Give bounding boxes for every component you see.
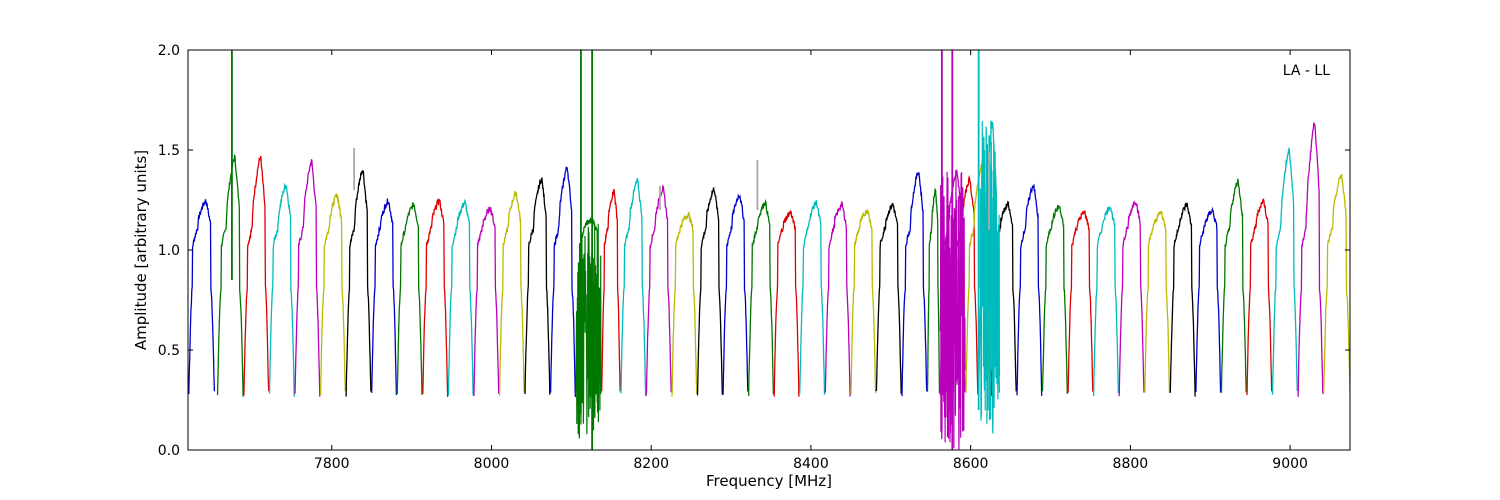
plot-background bbox=[188, 50, 1350, 450]
channel-curve-9 bbox=[422, 197, 449, 398]
channel-curve-42 bbox=[1195, 206, 1222, 393]
x-tick-label-6: 9000 bbox=[1272, 456, 1308, 472]
x-tick-label-3: 8400 bbox=[793, 456, 829, 472]
channel-curve-46 bbox=[1297, 122, 1324, 397]
channel-curve-36 bbox=[1041, 204, 1068, 394]
channel-curve-39 bbox=[1118, 200, 1145, 397]
channel-curve-12 bbox=[498, 190, 525, 396]
channel-curve-45 bbox=[1271, 147, 1298, 395]
channel-curve-2 bbox=[243, 155, 270, 396]
channel-curve-40 bbox=[1144, 211, 1171, 393]
channel-curve-29 bbox=[926, 187, 941, 394]
channel-curve-13 bbox=[524, 177, 551, 395]
channel-curve-11 bbox=[473, 206, 500, 397]
channel-curve-6 bbox=[345, 170, 372, 397]
x-tick-label-4: 8600 bbox=[953, 456, 989, 472]
noise-region-2 bbox=[979, 120, 1000, 434]
channel-curve-18 bbox=[645, 184, 672, 396]
channel-curve-5 bbox=[319, 193, 346, 395]
channel-curve-0 bbox=[188, 199, 216, 395]
channel-curve-10 bbox=[447, 198, 474, 396]
channel-curve-24 bbox=[799, 200, 826, 395]
channel-curve-21 bbox=[722, 193, 749, 395]
y-tick-label-4: 2.0 bbox=[158, 43, 180, 59]
noise-region-0 bbox=[575, 223, 602, 439]
x-tick-label-2: 8200 bbox=[633, 456, 669, 472]
series-layer bbox=[188, 50, 1350, 450]
channel-curve-8 bbox=[396, 202, 423, 396]
channel-curve-43 bbox=[1220, 178, 1247, 393]
channel-curve-14 bbox=[549, 166, 576, 398]
channel-curve-44 bbox=[1246, 198, 1273, 396]
x-tick-label-5: 8800 bbox=[1113, 456, 1149, 472]
channel-curve-4 bbox=[294, 159, 321, 397]
y-tick-label-3: 1.5 bbox=[158, 143, 180, 159]
channel-curve-25 bbox=[824, 201, 851, 397]
x-axis-label: Frequency [MHz] bbox=[706, 472, 832, 490]
y-tick-label-2: 1.0 bbox=[158, 243, 180, 259]
channel-curve-19 bbox=[671, 211, 698, 397]
channel-curve-41 bbox=[1169, 202, 1196, 397]
channel-curve-20 bbox=[696, 187, 723, 396]
x-tick-label-0: 7800 bbox=[314, 456, 350, 472]
channel-curve-27 bbox=[875, 202, 902, 394]
channel-curve-37 bbox=[1067, 210, 1094, 393]
channel-curve-47 bbox=[1322, 173, 1350, 395]
ticks-layer: 7800 8000 8200 8400 8600 8800 9000 0.0 0.5 1.0 1.5… bbox=[158, 43, 1350, 472]
channel-curve-7 bbox=[371, 198, 398, 396]
y-tick-label-0: 0.0 bbox=[158, 443, 180, 459]
channel-curve-38 bbox=[1092, 206, 1120, 397]
channel-curve-16 bbox=[601, 188, 621, 392]
channel-curve-3 bbox=[268, 182, 295, 397]
annotation-label: LA - LL bbox=[1283, 63, 1330, 79]
y-axis-label: Amplitude [arbitrary units] bbox=[132, 150, 150, 350]
x-tick-label-1: 8000 bbox=[474, 456, 510, 472]
channel-curve-26 bbox=[850, 208, 877, 395]
channel-curve-22 bbox=[747, 198, 775, 396]
channel-curve-23 bbox=[773, 209, 800, 397]
channel-curve-1 bbox=[216, 154, 244, 397]
channel-curve-35 bbox=[1016, 183, 1043, 396]
channel-curve-28 bbox=[901, 172, 928, 397]
channel-curve-17 bbox=[620, 178, 647, 397]
y-tick-label-1: 0.5 bbox=[158, 343, 180, 359]
